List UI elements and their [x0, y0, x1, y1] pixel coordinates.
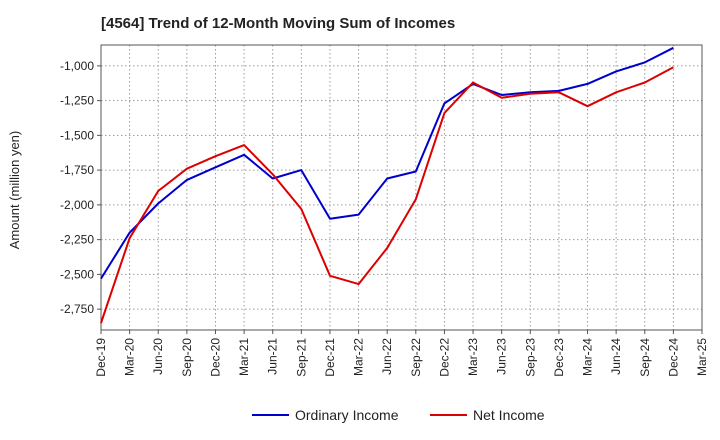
grid	[100, 45, 703, 330]
y-tick-label: -2,000	[60, 198, 94, 212]
plot-border	[100, 44, 703, 331]
x-tick-label: Dec-23	[552, 338, 566, 377]
x-tick-label: Sep-22	[409, 338, 423, 377]
x-tick-label: Mar-23	[466, 338, 480, 376]
y-axis: -1,000 -1,250 -1,500 -1,750 -2,000 -2,250 -2,5…	[60, 59, 101, 316]
chart-title: [4564] Trend of 12-Month Moving Sum of I…	[101, 15, 455, 32]
x-tick-label: Dec-24	[666, 338, 680, 377]
x-tick-label: Dec-22	[437, 338, 451, 377]
plot-frame	[100, 44, 703, 331]
x-tick-label: Jun-20	[151, 338, 165, 375]
x-tick-label: Dec-19	[94, 338, 108, 377]
x-tick-label: Mar-25	[695, 338, 709, 376]
x-tick-label: Jun-24	[609, 338, 623, 375]
y-tick-label: -2,750	[60, 302, 94, 316]
series-lines	[100, 46, 674, 324]
x-tick-label: Mar-20	[123, 338, 137, 376]
x-tick-label: Jun-22	[380, 338, 394, 375]
x-tick-label: Mar-22	[352, 338, 366, 376]
y-tick-label: -1,000	[60, 59, 94, 73]
series-line-1	[100, 46, 674, 280]
x-tick-label: Jun-21	[266, 338, 280, 375]
x-tick-label: Mar-21	[237, 338, 251, 376]
series-line-2	[100, 66, 674, 324]
legend-label-1: Ordinary Income	[295, 407, 399, 423]
y-tick-label: -2,500	[60, 267, 94, 281]
x-tick-label: Sep-23	[523, 338, 537, 377]
x-axis: Dec-19 Mar-20 Jun-20 Sep-20 Dec-20 Mar-21 Jun-…	[94, 330, 709, 377]
x-tick-label: Dec-20	[208, 338, 222, 377]
y-tick-label: -2,250	[60, 233, 94, 247]
legend-label-2: Net Income	[473, 407, 545, 423]
y-tick-label: -1,250	[60, 94, 94, 108]
x-tick-label: Jun-23	[495, 338, 509, 375]
y-tick-label: -1,500	[60, 128, 94, 142]
x-tick-label: Mar-24	[581, 338, 595, 376]
x-tick-label: Sep-21	[294, 338, 308, 377]
legend: Ordinary Income Net Income	[252, 407, 545, 423]
x-tick-label: Dec-21	[323, 338, 337, 377]
y-axis-label: Amount (million yen)	[7, 131, 22, 250]
x-tick-label: Sep-24	[638, 338, 652, 377]
x-tick-label: Sep-20	[180, 338, 194, 377]
y-tick-label: -1,750	[60, 163, 94, 177]
